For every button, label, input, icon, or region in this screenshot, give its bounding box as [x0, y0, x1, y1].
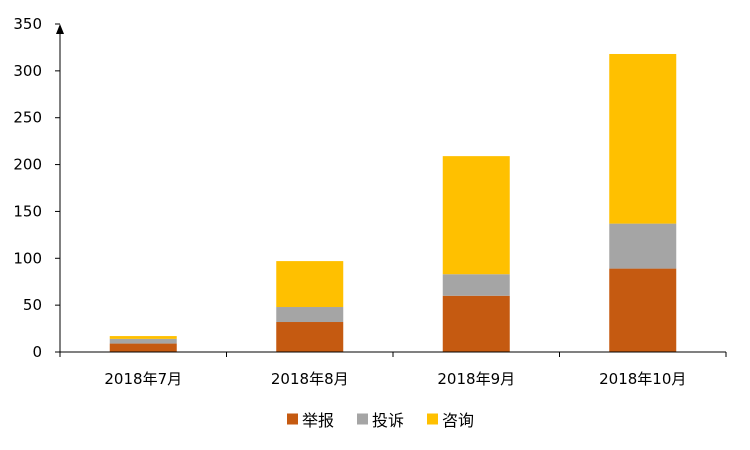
legend-label: 投诉: [372, 411, 404, 430]
x-tick-label: 2018年9月: [437, 370, 515, 388]
x-tick-label: 2018年10月: [599, 370, 686, 388]
legend-label: 咨询: [442, 411, 474, 430]
bar-segment: [109, 336, 177, 339]
bar-segment: [609, 223, 677, 269]
y-tick-label: 350: [13, 15, 42, 33]
legend-swatch: [427, 413, 438, 425]
bar-segment: [442, 274, 510, 296]
bar-segment: [276, 322, 344, 352]
bar-segment: [442, 295, 510, 352]
legend-swatch: [357, 413, 368, 425]
x-tick-label: 2018年7月: [104, 370, 182, 388]
y-tick-label: 100: [13, 249, 42, 267]
legend-label: 举报: [302, 411, 334, 430]
y-tick-label: 50: [23, 296, 42, 314]
bar-segment: [609, 268, 677, 352]
x-tick-label: 2018年8月: [271, 370, 349, 388]
bar-segment: [609, 53, 677, 224]
bar-segment: [109, 338, 177, 344]
y-tick-label: 200: [13, 156, 42, 174]
y-tick-label: 0: [32, 343, 42, 361]
y-axis-ticks: 0 50 100 150 200 250 300 350: [13, 15, 60, 361]
bar-segment: [276, 261, 344, 308]
y-tick-label: 150: [13, 202, 42, 220]
x-axis-ticks: 2018年7月 2018年8月 2018年9月 2018年10月: [59, 352, 727, 388]
bars-layer: [109, 53, 677, 352]
y-tick-label: 250: [13, 109, 42, 127]
legend-swatch: [287, 413, 298, 425]
y-tick-label: 300: [13, 62, 42, 80]
y-axis-arrow-icon: [56, 24, 64, 34]
legend: 举报 投诉 咨询: [287, 411, 474, 430]
bar-segment: [109, 343, 177, 352]
bar-segment: [276, 307, 344, 323]
bar-segment: [442, 156, 510, 275]
